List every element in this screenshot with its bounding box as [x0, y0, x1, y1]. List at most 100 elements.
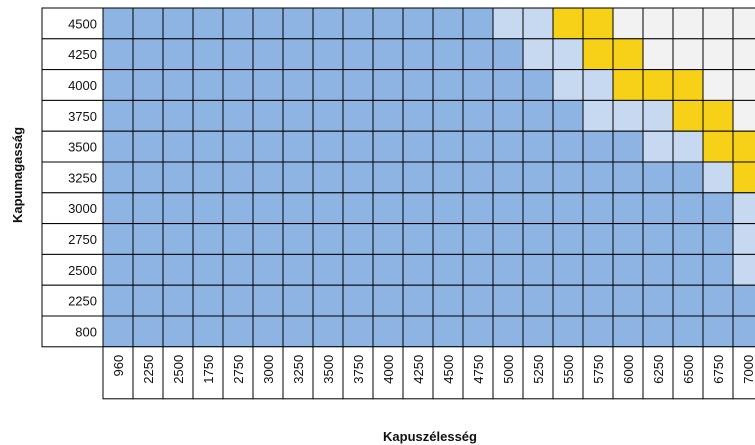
grid-cell [672, 192, 704, 225]
grid-cell [552, 69, 584, 101]
grid-cell [252, 192, 284, 225]
column-label: 6750 [711, 355, 726, 384]
column-label: 960 [111, 355, 126, 377]
grid-cell [162, 192, 194, 225]
grid-cell [522, 253, 554, 286]
row-label: 2250 [68, 294, 97, 309]
grid-cell [342, 7, 374, 40]
column-label: 6500 [681, 355, 696, 384]
grid-cell [252, 284, 284, 317]
grid-cell [702, 130, 734, 163]
grid-cell [732, 7, 755, 40]
grid-cell [192, 223, 224, 255]
row-label: 4250 [68, 47, 97, 62]
grid-cell [252, 161, 284, 194]
grid-cell [372, 223, 404, 255]
column-label-cell [132, 346, 164, 400]
grid-cell [462, 284, 494, 317]
grid-cell [492, 38, 524, 71]
column-label-cell [582, 346, 614, 400]
grid-cell [402, 7, 434, 40]
grid-cell [162, 130, 194, 163]
grid-cell [492, 253, 524, 286]
grid-cell [312, 99, 344, 132]
grid-cell [702, 192, 734, 225]
grid-cell [162, 161, 194, 194]
column-label: 5750 [591, 355, 606, 384]
grid-cell [462, 130, 494, 163]
grid-cell [222, 284, 254, 317]
grid-cell [162, 284, 194, 317]
column-label: 5250 [531, 355, 546, 384]
grid-cell [732, 315, 755, 348]
grid-cell [282, 253, 314, 286]
grid-cell [642, 38, 674, 71]
grid-cell [162, 7, 194, 40]
grid-cell [312, 38, 344, 71]
grid-cell [312, 284, 344, 317]
grid-cell [162, 253, 194, 286]
grid-cell [102, 223, 134, 255]
grid-cell [252, 130, 284, 163]
grid-cell [492, 284, 524, 317]
grid-cell [492, 130, 524, 163]
grid-cell [342, 284, 374, 317]
column-label-cell [492, 346, 524, 400]
grid-cell [252, 223, 284, 255]
grid-cell [132, 192, 164, 225]
grid-cell [732, 253, 755, 286]
grid-cell [372, 69, 404, 101]
grid-cell [192, 315, 224, 348]
grid-cell [492, 223, 524, 255]
grid-cell [642, 130, 674, 163]
grid-cell [672, 130, 704, 163]
grid-cell [192, 38, 224, 71]
column-label-cell [252, 346, 284, 400]
grid-cell [642, 69, 674, 101]
grid-cell [102, 130, 134, 163]
grid-cell [402, 99, 434, 132]
grid-cell [192, 284, 224, 317]
grid-cell [132, 69, 164, 101]
column-label: 3500 [321, 355, 336, 384]
grid-cell [672, 7, 704, 40]
grid-cell [462, 315, 494, 348]
grid-cell [252, 69, 284, 101]
grid-cell [612, 7, 644, 40]
column-label-cell [282, 346, 314, 400]
grid-cell [372, 38, 404, 71]
column-label-cell [672, 346, 704, 400]
column-label: 4500 [441, 355, 456, 384]
grid-cell [612, 223, 644, 255]
grid-cell [372, 99, 404, 132]
grid-cell [252, 99, 284, 132]
column-label: 6000 [621, 355, 636, 384]
column-label-cell [432, 346, 464, 400]
grid-cell [222, 130, 254, 163]
grid-cell [582, 38, 614, 71]
grid-cell [522, 192, 554, 225]
grid-cell [462, 223, 494, 255]
grid-cell [252, 253, 284, 286]
grid-cell [312, 223, 344, 255]
grid-cell [552, 253, 584, 286]
grid-cell [702, 284, 734, 317]
grid-cell [222, 69, 254, 101]
grid-cell [342, 161, 374, 194]
grid-cell [432, 7, 464, 40]
grid-cell [312, 130, 344, 163]
grid-cell [582, 284, 614, 317]
grid-cell [552, 192, 584, 225]
grid-cell [162, 99, 194, 132]
grid-cell [702, 315, 734, 348]
grid-cell [522, 223, 554, 255]
grid-cell [462, 7, 494, 40]
grid-cell [522, 284, 554, 317]
grid-cell [402, 161, 434, 194]
column-label: 3750 [351, 355, 366, 384]
column-label: 4250 [411, 355, 426, 384]
grid-cell [732, 284, 755, 317]
grid-cell [102, 38, 134, 71]
grid-cell [372, 253, 404, 286]
column-label-cell [732, 346, 755, 400]
